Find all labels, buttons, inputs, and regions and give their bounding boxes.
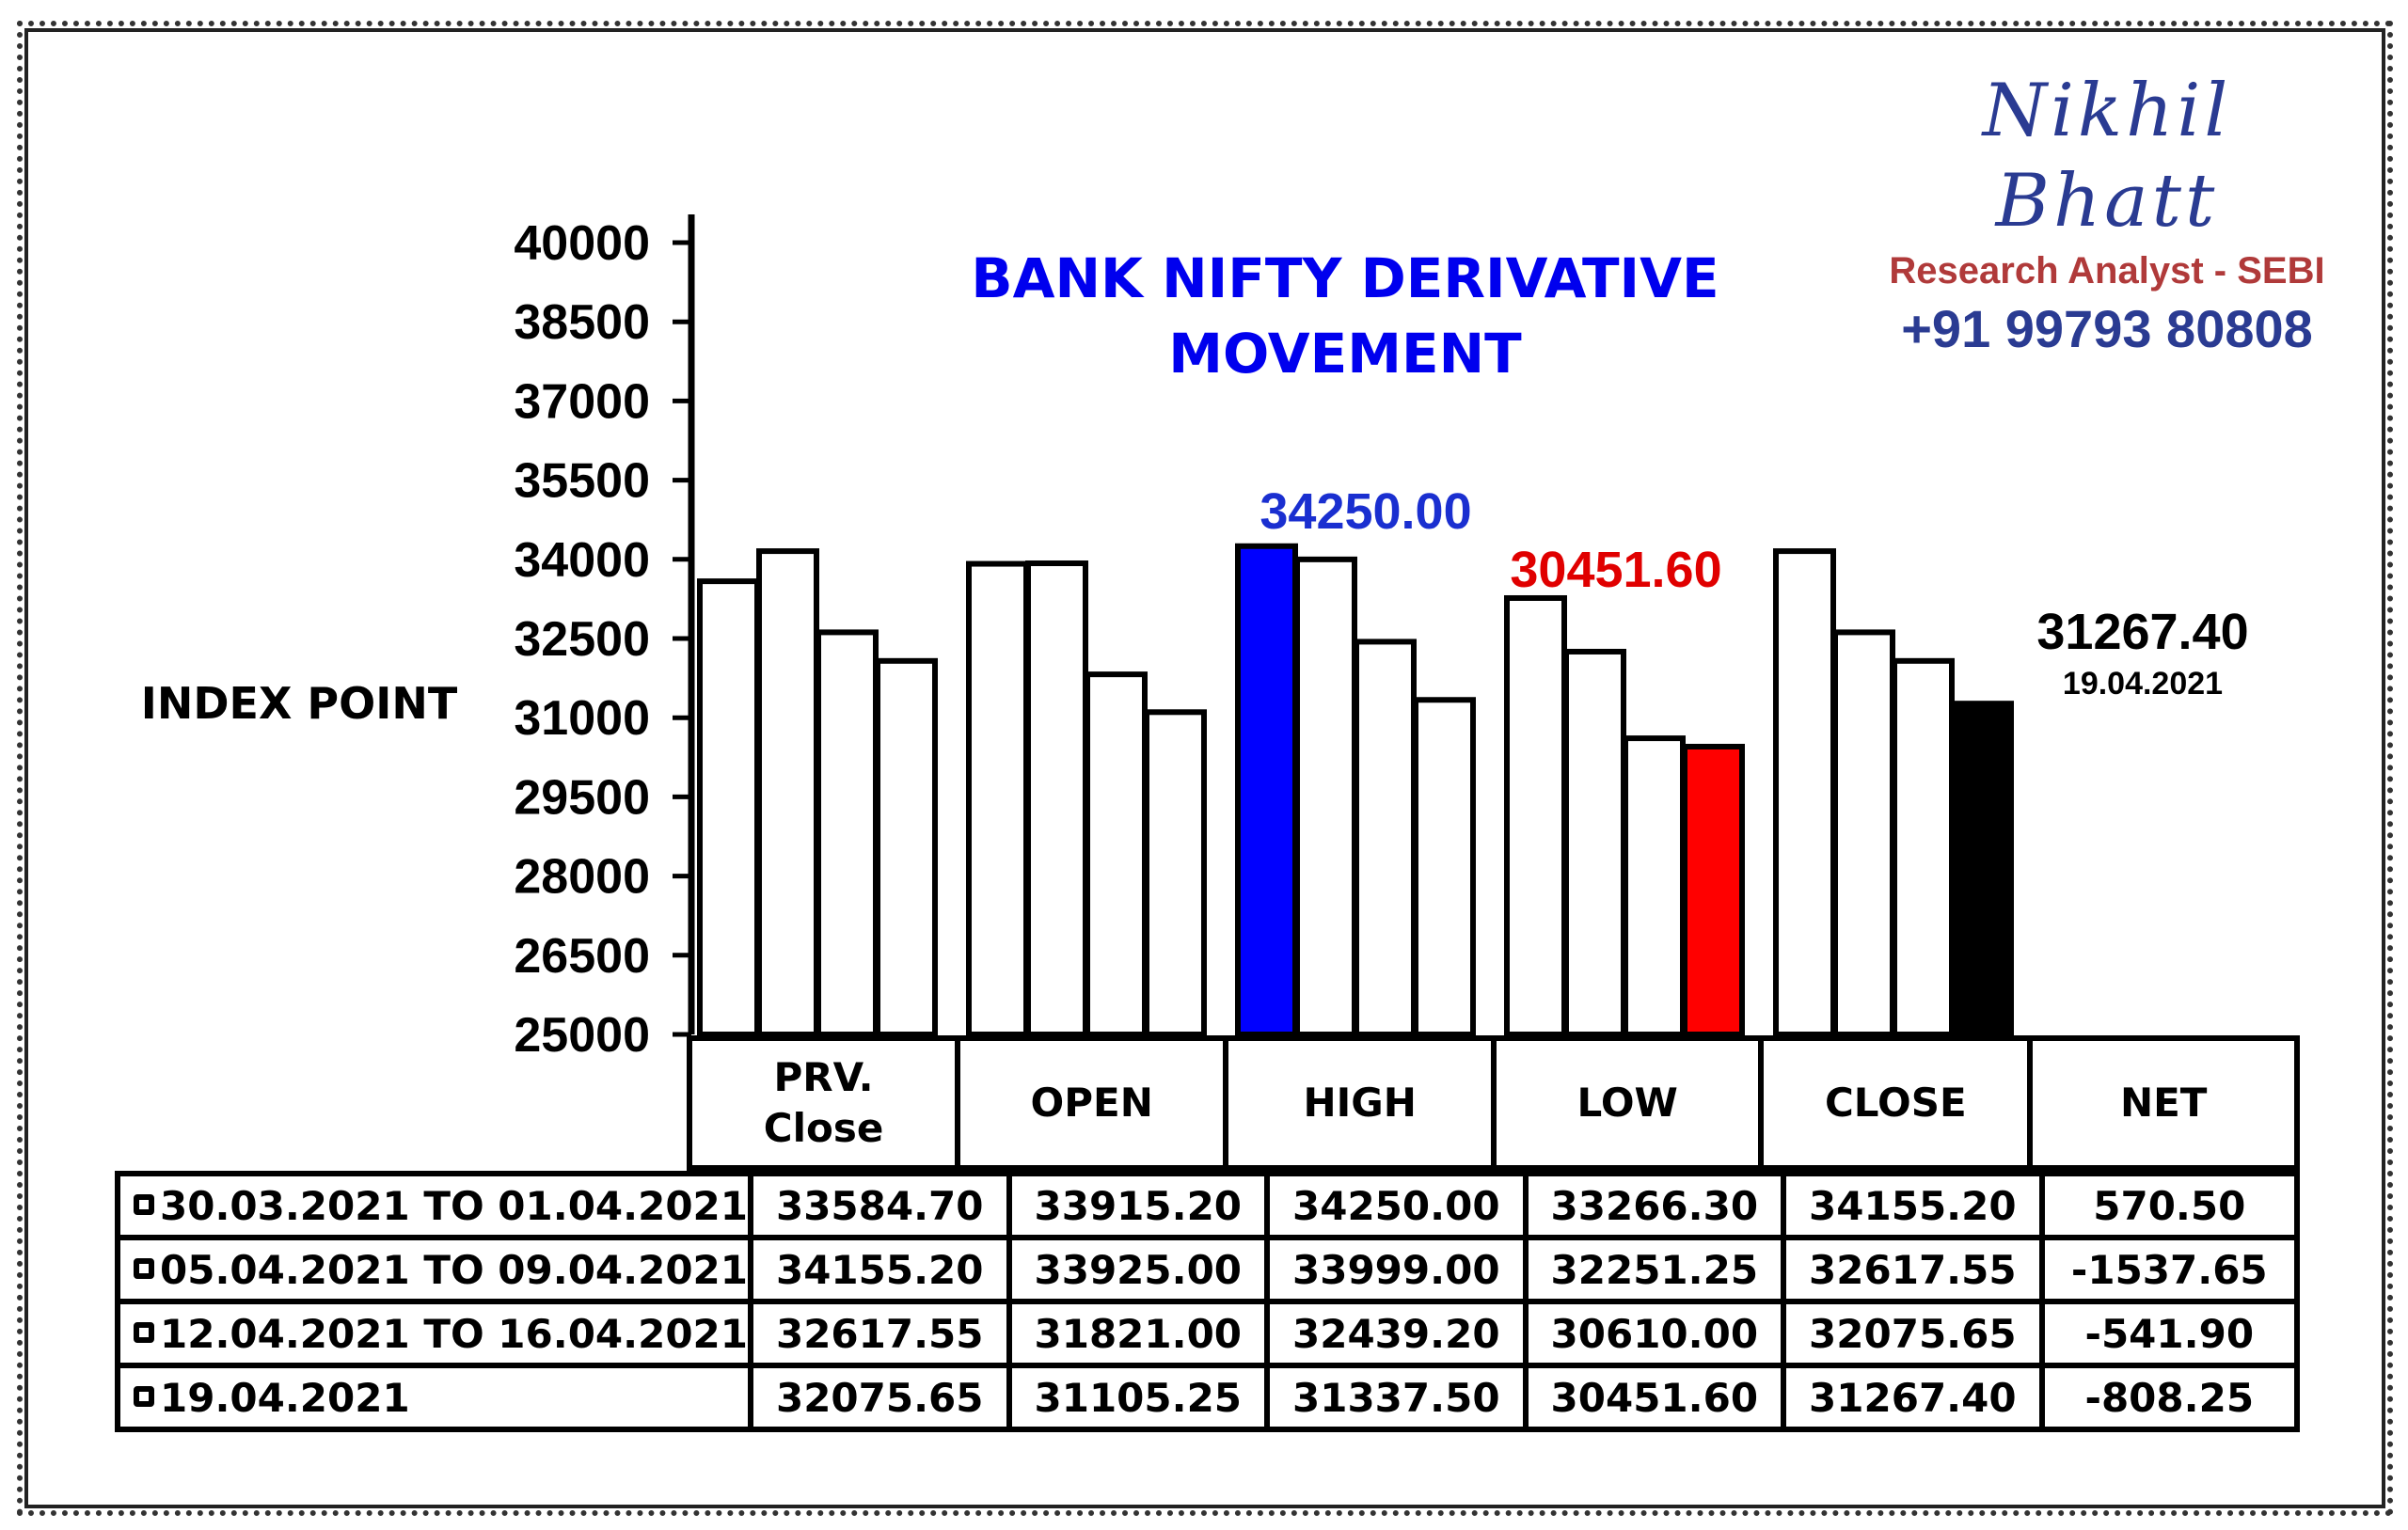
bar-high-3 <box>1413 697 1476 1037</box>
author-block: Nikhil Bhatt Research Analyst - SEBI +91… <box>1862 66 2352 363</box>
header-open: OPEN <box>955 1035 1229 1171</box>
header-close: CLOSE <box>1758 1035 2034 1171</box>
header-net: NET <box>2027 1035 2300 1171</box>
table-cell: -808.25 <box>2038 1363 2301 1432</box>
low-annotation: 30451.60 <box>1510 542 1721 598</box>
table-cell: 32075.65 <box>748 1363 1012 1432</box>
bar-open-0 <box>966 560 1029 1037</box>
table-cell: 31105.25 <box>1006 1363 1271 1432</box>
table-cell: 32617.55 <box>1781 1235 2045 1304</box>
table-cell: -1537.65 <box>2038 1235 2301 1304</box>
legend-marker <box>134 1386 154 1407</box>
table-cell: 31821.00 <box>1006 1299 1271 1368</box>
y-tick-label: 32500 <box>514 612 650 667</box>
table-cell: 33925.00 <box>1006 1235 1271 1304</box>
table-row: 12.04.2021 TO 16.04.2021 32617.55 31821.… <box>115 1299 2301 1368</box>
chart-title-line-1: BANK NIFTY DERIVATIVE <box>971 246 1719 310</box>
y-tick-label: 37000 <box>514 374 650 429</box>
header-prv-close: PRV. Close <box>686 1035 961 1171</box>
table-cell: 34155.20 <box>748 1235 1012 1304</box>
bar-open-3 <box>1144 709 1207 1038</box>
legend-marker <box>134 1322 154 1343</box>
y-tick-label: 40000 <box>514 216 650 271</box>
row-period: 30.03.2021 TO 01.04.2021 <box>115 1171 753 1240</box>
bar-prv-close-2 <box>816 629 879 1038</box>
high-annotation: 34250.00 <box>1259 483 1471 540</box>
legend-marker <box>134 1194 154 1215</box>
bar-low-1 <box>1563 648 1626 1038</box>
legend-marker <box>134 1258 154 1279</box>
bar-prv-close-1 <box>756 548 819 1037</box>
bars <box>697 543 2014 1038</box>
table-row: 05.04.2021 TO 09.04.2021 34155.20 33925.… <box>115 1235 2301 1304</box>
y-tick-label: 26500 <box>514 929 650 984</box>
row-period: 19.04.2021 <box>115 1363 753 1432</box>
table-cell: 32251.25 <box>1522 1235 1787 1304</box>
inner-frame <box>24 28 2385 1508</box>
header-low: LOW <box>1491 1035 1765 1171</box>
bar-close-2 <box>1892 657 1955 1037</box>
table-cell: 32617.55 <box>748 1299 1012 1368</box>
y-tick-label: 28000 <box>514 850 650 905</box>
table-cell: 30451.60 <box>1522 1363 1787 1432</box>
bar-open-2 <box>1085 671 1148 1038</box>
bar-low-2 <box>1623 735 1686 1037</box>
table-header: PRV. Close OPEN HIGH LOW CLOSE NET <box>686 1035 2300 1171</box>
data-table: 30.03.2021 TO 01.04.2021 33584.70 33915.… <box>115 1171 2301 1432</box>
bar-high-2 <box>1354 639 1417 1037</box>
outer-frame <box>17 21 2393 1516</box>
bar-close-3 <box>1951 701 2014 1037</box>
table-cell: 32439.20 <box>1264 1299 1529 1368</box>
y-tick-label: 34000 <box>514 533 650 588</box>
y-tick-label: 35500 <box>514 454 650 509</box>
bar-prv-close-0 <box>697 578 760 1037</box>
row-period: 05.04.2021 TO 09.04.2021 <box>115 1235 753 1304</box>
y-tick-label: 25000 <box>514 1008 650 1063</box>
bar-open-1 <box>1025 560 1088 1037</box>
table-cell: 33266.30 <box>1522 1171 1787 1240</box>
table-cell: 32075.65 <box>1781 1299 2045 1368</box>
table-cell: 570.50 <box>2038 1171 2301 1240</box>
y-axis-label: INDEX POINT <box>141 678 458 729</box>
table-cell: 34155.20 <box>1781 1171 2045 1240</box>
bar-low-3 <box>1682 743 1745 1037</box>
table-cell: 34250.00 <box>1264 1171 1529 1240</box>
table-cell: 33999.00 <box>1264 1235 1529 1304</box>
chart-title-line-2: MOVEMENT <box>1168 322 1522 386</box>
row-period: 12.04.2021 TO 16.04.2021 <box>115 1299 753 1368</box>
author-role: Research Analyst - SEBI <box>1889 250 2325 292</box>
bar-low-0 <box>1504 594 1567 1038</box>
author-name: Nikhil Bhatt <box>1982 69 2232 244</box>
y-axis: 25000 26500 28000 29500 31000 32500 34000 35500… <box>514 214 695 1063</box>
bar-close-0 <box>1773 548 1836 1037</box>
table-row: 30.03.2021 TO 01.04.2021 33584.70 33915.… <box>115 1171 2301 1240</box>
bar-close-1 <box>1832 629 1895 1038</box>
table-cell: 33915.20 <box>1006 1171 1271 1240</box>
table-cell: 31337.50 <box>1264 1363 1529 1432</box>
y-tick-label: 31000 <box>514 691 650 746</box>
header-high: HIGH <box>1223 1035 1497 1171</box>
close-annotation: 31267.40 <box>2036 604 2248 660</box>
table-cell: 31267.40 <box>1781 1363 2045 1432</box>
table-row: 19.04.2021 32075.65 31105.25 31337.50 30… <box>115 1363 2301 1432</box>
table-cell: -541.90 <box>2038 1299 2301 1368</box>
y-tick-label: 29500 <box>514 770 650 825</box>
bar-high-0 <box>1235 543 1298 1037</box>
table-cell: 30610.00 <box>1522 1299 1787 1368</box>
y-tick-label: 38500 <box>514 295 650 350</box>
author-phone: +91 99793 80808 <box>1901 299 2313 358</box>
close-date-annotation: 19.04.2021 <box>2063 666 2223 702</box>
bar-prv-close-3 <box>875 657 938 1037</box>
table-cell: 33584.70 <box>748 1171 1012 1240</box>
bar-high-1 <box>1294 556 1357 1037</box>
